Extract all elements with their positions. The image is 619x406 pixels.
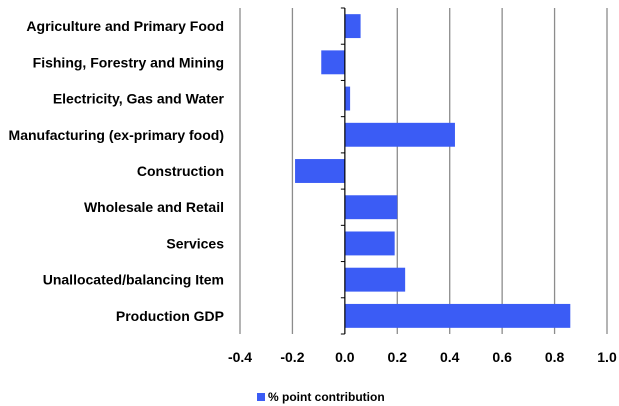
x-tick-label: 0.2 (388, 349, 408, 365)
bar (344, 122, 455, 147)
category-label: Electricity, Gas and Water (53, 91, 225, 107)
bar (344, 303, 571, 328)
legend-swatch (257, 393, 265, 401)
category-label: Construction (137, 163, 224, 179)
bar (321, 50, 345, 75)
x-tick-label: -0.2 (280, 349, 304, 365)
category-label: Agriculture and Primary Food (26, 18, 224, 34)
category-label: Production GDP (116, 308, 224, 324)
x-tick-label: 0.0 (335, 349, 355, 365)
legend-label: % point contribution (268, 390, 385, 404)
x-tick-label: -0.4 (228, 349, 252, 365)
x-tick-labels: -0.4 -0.2 0.0 0.2 0.4 0.6 0.8 1.0 (228, 349, 617, 365)
gridlines (239, 8, 608, 334)
bars (295, 14, 571, 328)
category-label: Wholesale and Retail (84, 199, 224, 215)
category-label: Unallocated/balancing Item (43, 272, 224, 288)
bar (344, 195, 398, 220)
x-tick-label: 1.0 (597, 349, 617, 365)
category-label: Fishing, Forestry and Mining (33, 54, 224, 70)
x-tick-label: 0.8 (545, 349, 565, 365)
bar (344, 86, 351, 111)
category-label: Services (166, 235, 224, 251)
x-tick-label: 0.6 (492, 349, 512, 365)
category-labels: Agriculture and Primary Food Fishing, For… (9, 18, 225, 324)
zero-axis (340, 7, 346, 335)
legend: % point contribution (257, 390, 385, 404)
bar (295, 159, 345, 183)
x-tick-label: 0.4 (440, 349, 460, 365)
bar (344, 231, 395, 256)
bar (344, 267, 406, 292)
bar (344, 14, 361, 39)
category-label: Manufacturing (ex-primary food) (9, 127, 224, 143)
